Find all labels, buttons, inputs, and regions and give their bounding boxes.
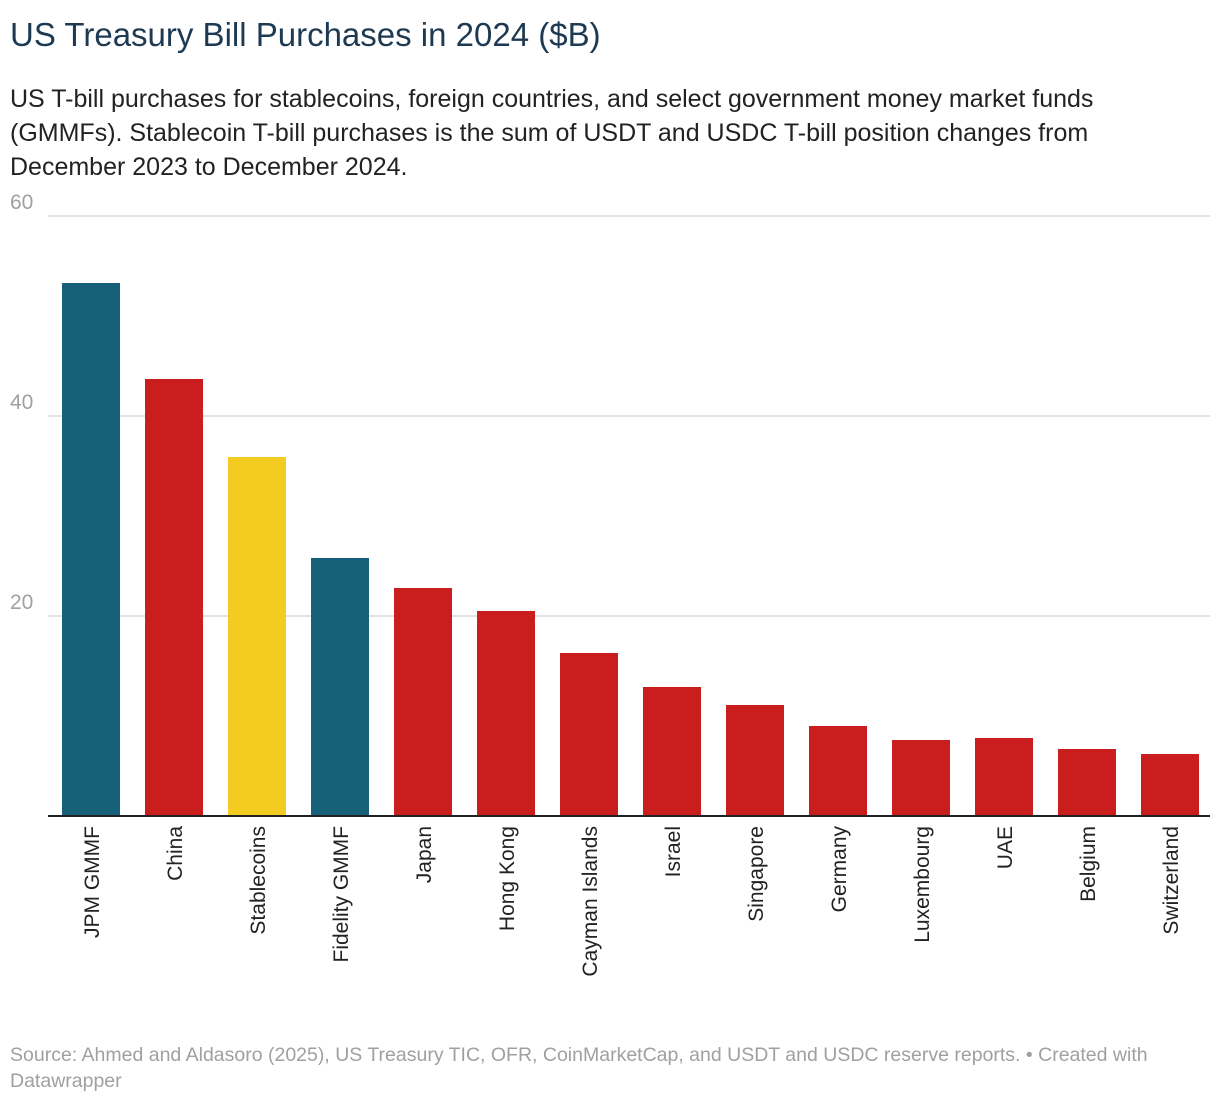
x-tick-label: Japan	[413, 826, 436, 883]
x-tick-label: Fidelity GMMF	[330, 826, 353, 963]
bar-jpm-gmmf	[62, 283, 120, 816]
bar-switzerland	[1141, 754, 1199, 816]
x-tick-label: Belgium	[1077, 826, 1100, 902]
bar-uae	[975, 738, 1033, 816]
chart-subtitle: US T-bill purchases for stablecoins, for…	[10, 85, 1094, 181]
bar-belgium	[1058, 749, 1116, 816]
x-tick-label: Cayman Islands	[579, 826, 602, 977]
bar-japan	[394, 588, 452, 816]
bar-fidelity-gmmf	[311, 558, 369, 816]
x-tick-label: Germany	[828, 826, 851, 913]
x-tick-label: Israel	[662, 826, 685, 877]
x-tick-label: UAE	[994, 826, 1017, 869]
bar-hong-kong	[477, 611, 535, 816]
y-tick-label: 20	[10, 591, 33, 614]
x-tick-label: Luxembourg	[911, 826, 934, 943]
bar-china	[145, 379, 203, 816]
bar-cayman-islands	[560, 653, 618, 816]
y-tick-label: 40	[10, 391, 33, 414]
chart-title: US Treasury Bill Purchases in 2024 ($B)	[10, 16, 601, 53]
chart-footer: Source: Ahmed and Aldasoro (2025), US Tr…	[10, 1044, 1148, 1092]
bar-stablecoins	[228, 457, 286, 816]
x-tick-label: Stablecoins	[247, 826, 270, 935]
x-tick-label: JPM GMMF	[81, 826, 104, 938]
bar-singapore	[726, 705, 784, 816]
bar-chart: 20 40 60 JPM GMMF China Stablecoins Fidelity G…	[10, 191, 1210, 977]
bar-germany	[809, 726, 867, 816]
x-tick-label: China	[164, 826, 187, 881]
y-tick-label: 60	[10, 191, 33, 214]
x-tick-label: Hong Kong	[496, 826, 519, 931]
x-tick-label: Switzerland	[1160, 826, 1183, 935]
bar-israel	[643, 687, 701, 816]
x-tick-label: Singapore	[745, 826, 768, 922]
bar-luxembourg	[892, 740, 950, 816]
